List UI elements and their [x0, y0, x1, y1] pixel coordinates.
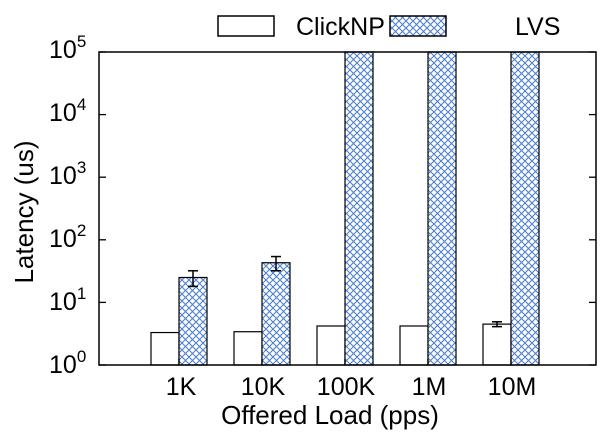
y-axis-title: Latency (us): [9, 140, 39, 283]
bar-clicknp-1k: [150, 331, 180, 366]
plot-frame: [98, 51, 597, 366]
legend: ClickNP LVS: [217, 13, 560, 41]
bar-clicknp-10m: [482, 323, 512, 366]
x-tick-label: 10M: [488, 373, 537, 401]
y-tick-label: 100: [49, 347, 86, 379]
bar-clicknp-100k: [316, 325, 346, 366]
legend-label-clicknp: ClickNP: [296, 13, 385, 41]
bar-clicknp-1m: [399, 325, 429, 366]
bar-lvs-1k: [178, 276, 208, 366]
bar-lvs-10k: [261, 262, 291, 366]
x-tick-label: 100K: [317, 373, 376, 401]
error-bar-clicknp-10m: [492, 321, 502, 328]
bar-lvs-100k: [344, 51, 374, 366]
legend-swatch-lvs: [389, 15, 447, 37]
y-tick-label: 104: [49, 95, 86, 127]
x-axis-title: Offered Load (pps): [221, 400, 439, 430]
error-bar-lvs-1k: [188, 270, 198, 288]
legend-swatch-clicknp: [217, 15, 275, 37]
y-tick-label: 103: [49, 158, 86, 190]
bar-lvs-1m: [427, 51, 457, 366]
legend-label-lvs: LVS: [515, 13, 560, 41]
x-tick-label: 1M: [412, 373, 447, 401]
y-tick-label: 105: [49, 32, 86, 64]
x-tick-label: 1K: [166, 373, 197, 401]
x-tick-label: 10K: [241, 373, 286, 401]
bars: [150, 51, 540, 366]
error-bar-lvs-10k: [271, 255, 281, 272]
y-tick-labels: 100 101 102 103 104 105: [49, 32, 86, 379]
bar-clicknp-10k: [233, 331, 263, 366]
y-tick-label: 102: [49, 221, 86, 253]
bar-lvs-10m: [510, 51, 540, 366]
y-tick-label: 101: [49, 284, 86, 316]
x-tick-labels: 1K 10K 100K 1M 10M: [166, 373, 537, 401]
error-bars: [188, 255, 502, 328]
